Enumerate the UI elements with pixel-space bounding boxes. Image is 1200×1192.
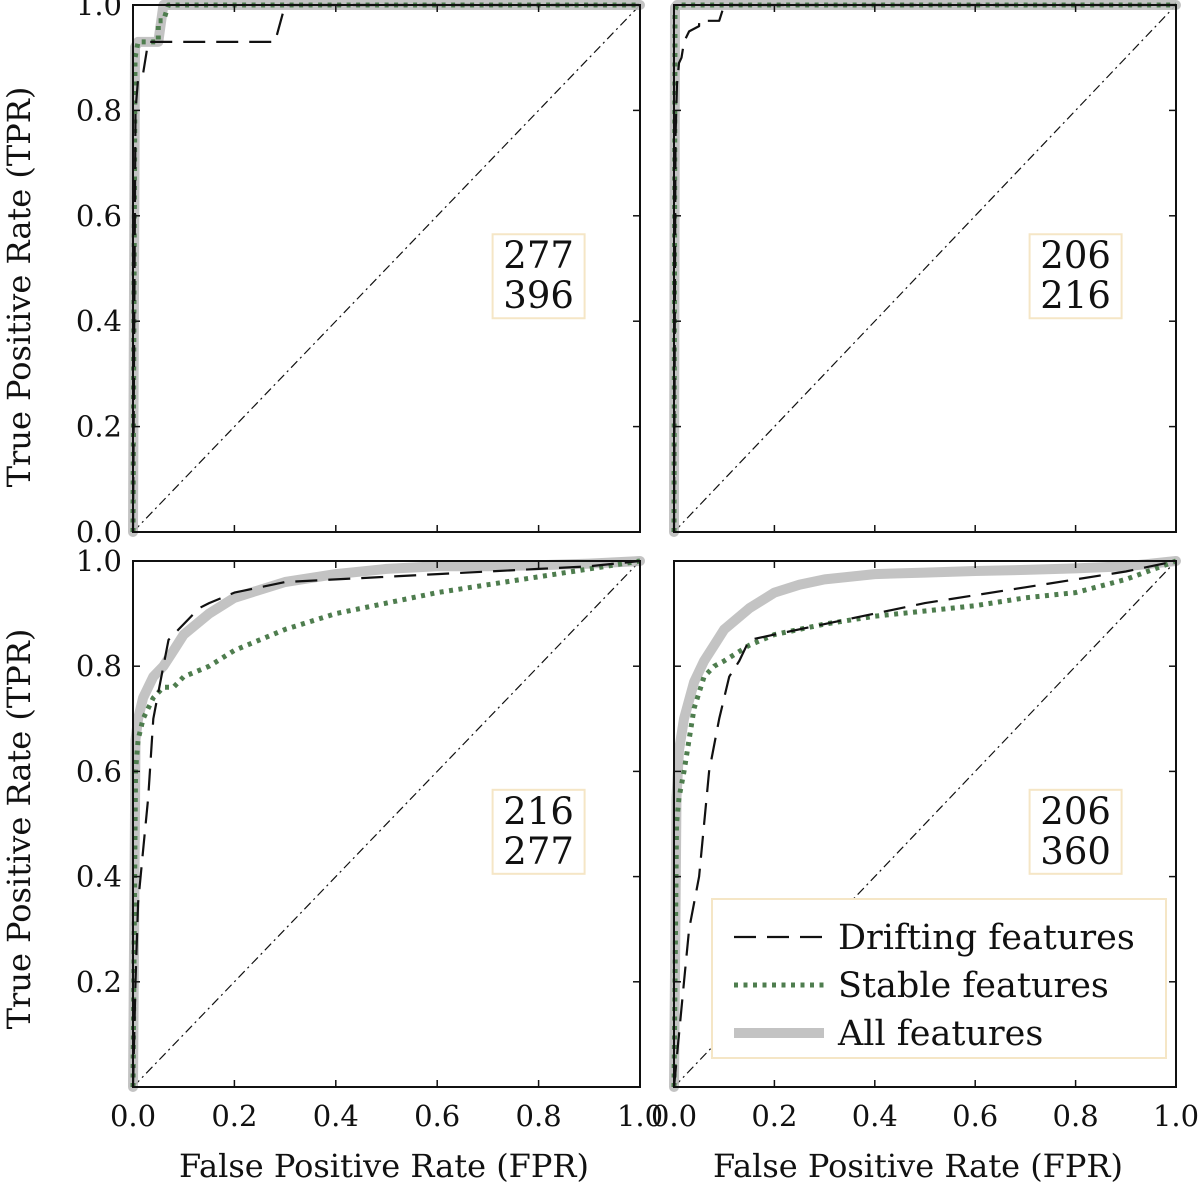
series-line-stable — [130, 558, 641, 1088]
plot-frame — [132, 560, 641, 1088]
annotation-line-2: 360 — [1040, 830, 1111, 873]
annotation-line-1: 216 — [503, 790, 574, 833]
legend: Drifting features Stable features All feat… — [711, 898, 1167, 1059]
y-tick-label: 0.6 — [76, 199, 122, 233]
x-tick-label: 0.4 — [852, 1099, 898, 1133]
y-tick-label: 0.4 — [76, 860, 122, 894]
y-tick-label: 0.8 — [76, 649, 122, 683]
legend-label-all: All features — [837, 1014, 1043, 1054]
annotation-line-2: 216 — [1040, 274, 1111, 317]
x-tick-label: 0.6 — [952, 1099, 998, 1133]
x-tick-label: 0.4 — [313, 1099, 359, 1133]
chance-diagonal — [673, 4, 1177, 533]
plot-frame — [673, 560, 1177, 1088]
y-tick-label: 0.2 — [76, 410, 122, 444]
annotation-box — [491, 788, 586, 875]
x-tick-label: 1.0 — [617, 1099, 663, 1133]
annotation-box — [1028, 233, 1123, 320]
series-line-drifting — [131, 3, 640, 533]
x-tick-label: 0.8 — [1053, 1099, 1099, 1133]
y-tick-label: 0.4 — [76, 304, 122, 338]
annotation-line-1: 277 — [503, 234, 574, 277]
series-line-stable — [130, 2, 640, 533]
annotation-line-2: 277 — [503, 830, 574, 873]
y-tick-label: 1.0 — [76, 0, 122, 22]
annotation-box — [1028, 788, 1123, 875]
x-tick-label: 1.0 — [1153, 1099, 1199, 1133]
chance-diagonal — [132, 4, 641, 533]
series-line-all — [669, 556, 1181, 1092]
x-tick-label: 0.2 — [751, 1099, 797, 1133]
annotation-line-1: 206 — [1040, 234, 1111, 277]
series-line-drifting — [672, 3, 1176, 533]
legend-label-drifting: Drifting features — [838, 918, 1135, 958]
x-tick-label: 0.0 — [110, 1099, 156, 1133]
x-axis-label-left: False Positive Rate (FPR) — [179, 1147, 589, 1185]
series-line-drifting — [672, 559, 1177, 1088]
annotation-box — [491, 233, 586, 320]
y-tick-label: 0.8 — [76, 93, 122, 127]
annotation-line-1: 206 — [1040, 790, 1111, 833]
legend-label-stable: Stable features — [838, 966, 1109, 1006]
y-tick-label: 0.6 — [76, 754, 122, 788]
series-line-all — [128, 556, 645, 1092]
series-line-stable — [671, 2, 1176, 533]
annotation-line-2: 396 — [503, 274, 574, 317]
x-tick-label: 0.2 — [211, 1099, 257, 1133]
plot-frame — [132, 4, 641, 533]
y-axis-label-bottom: True Positive Rate (TPR) — [0, 629, 38, 1030]
y-tick-label: 0.2 — [76, 965, 122, 999]
y-tick-label: 1.0 — [76, 544, 122, 578]
chance-diagonal — [132, 560, 641, 1088]
plot-frame — [673, 4, 1177, 533]
series-line-drifting — [131, 559, 641, 1088]
x-tick-label: 0.0 — [651, 1099, 697, 1133]
x-tick-label: 0.6 — [414, 1099, 460, 1133]
y-tick-label: 0.0 — [76, 515, 122, 549]
x-axis-label-right: False Positive Rate (FPR) — [713, 1147, 1123, 1185]
x-tick-label: 0.8 — [516, 1099, 562, 1133]
y-axis-label-top: True Positive Rate (TPR) — [0, 87, 38, 488]
